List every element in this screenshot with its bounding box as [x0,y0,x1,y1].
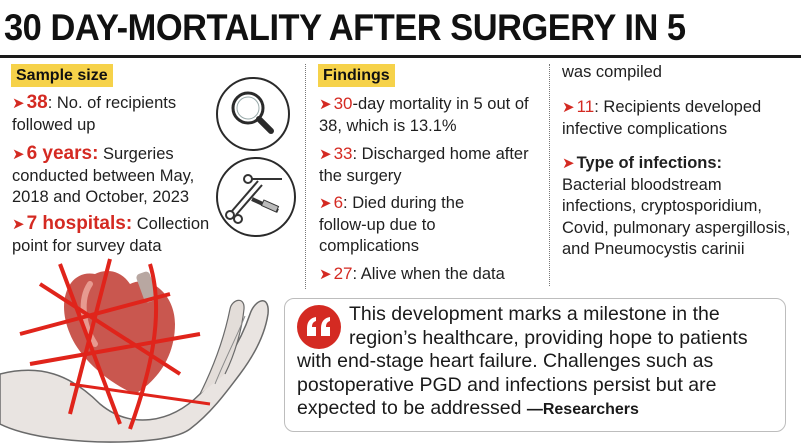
sample-item-recipients: ➤ 38: No. of recipients followed up [12,92,177,134]
arrow-icon: ➤ [12,146,25,163]
findings-continuation: was compiled [562,63,662,81]
infection-count-item: ➤ 11: Recipients developed infective comp… [562,97,762,138]
page-title: 30 DAY-MORTALITY AFTER SURGERY IN 5 [4,7,686,48]
arrow-icon: ➤ [319,266,332,283]
findings-heading: Findings [318,64,395,87]
sample-item-hospitals: ➤ 7 hospitals: Collection point for surve… [12,213,210,255]
arrow-icon: ➤ [562,99,575,116]
heart-in-hand-illustration [0,258,269,443]
findings-item-died: ➤ 6: Died during the follow-up due to com… [319,193,465,255]
arrow-icon: ➤ [319,146,332,163]
quote-text: This development marks a milestone in th… [297,303,779,422]
arrow-icon: ➤ [319,96,332,113]
quote-body: This development marks a milestone in th… [297,303,748,419]
infection-types-item: ➤ Type of infections: Bacterial bloodstre… [562,154,791,258]
title-divider [0,55,801,58]
findings-item-alive: ➤ 27: Alive when the data [319,264,505,283]
arrow-icon: ➤ [562,155,575,172]
quote-box [284,298,786,432]
sample-size-heading: Sample size [11,64,113,87]
arrow-icon: ➤ [12,95,25,112]
magnifier-icon [216,77,290,151]
column-divider-1 [305,64,306,289]
quote-byline: —Researchers [526,401,639,418]
sample-item-years: ➤ 6 years: Surgeries conducted between Ma… [12,143,195,206]
column-divider-2 [549,64,550,286]
arrow-icon: ➤ [12,216,25,233]
findings-item-mortality: ➤ 30-day mortality in 5 out of 38, which … [319,94,529,135]
arrow-icon: ➤ [319,195,332,212]
quote-icon [297,305,341,349]
surgical-tools-icon [216,157,296,237]
findings-item-discharged: ➤ 33: Discharged home after the surgery [319,144,529,185]
